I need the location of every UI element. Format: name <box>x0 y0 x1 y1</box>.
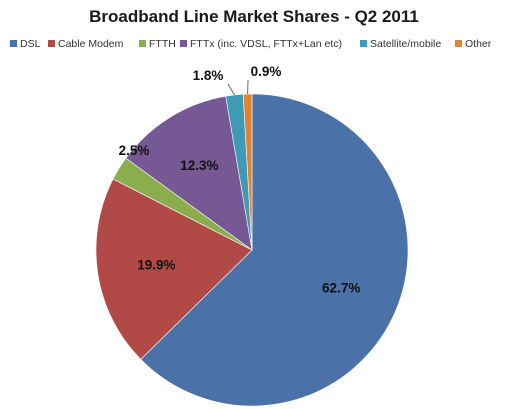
data-label-dsl: 62.7% <box>322 280 360 295</box>
legend-swatch-satellite-mobile <box>360 40 367 47</box>
pie-slice-other <box>242 93 253 251</box>
data-labels: 62.7% 19.9% 2.5% 12.3% 1.8% 0.9% <box>119 64 361 295</box>
legend-swatch-dsl <box>10 40 17 47</box>
pie-slice-fttx-inc-vdsl-fttx-lan-etc <box>125 95 253 251</box>
legend-swatch-cable-modem <box>48 40 55 47</box>
leader-lines <box>227 79 249 96</box>
data-label-satellite-mobile: 1.8% <box>193 68 224 83</box>
legend: DSL Cable Modem FTTH FTTx (inc. VDSL, FTTx+… <box>10 38 492 50</box>
data-label-fttx-inc-vdsl-fttx-lan-etc: 12.3% <box>180 158 218 173</box>
data-label-cable-modem: 19.9% <box>137 258 175 273</box>
legend-swatch-other <box>455 40 462 47</box>
chart-title: Broadband Line Market Shares - Q2 2011 <box>89 7 419 26</box>
pie-slices <box>95 93 409 407</box>
data-label-ftth: 2.5% <box>119 143 150 158</box>
legend-label-dsl: DSL <box>20 38 41 50</box>
legend-swatch-ftth <box>139 40 146 47</box>
legend-label-other: Other <box>465 38 492 50</box>
pie-slice-cable-modem <box>95 178 253 360</box>
data-label-other: 0.9% <box>251 64 282 79</box>
legend-label-satellite-mobile: Satellite/mobile <box>370 38 441 50</box>
leader-line-satellite-mobile <box>227 83 235 96</box>
legend-label-ftth: FTTH <box>149 38 176 50</box>
pie-slice-dsl <box>140 93 409 407</box>
legend-label-fttx-inc-vdsl-fttx-lan-etc: FTTx (inc. VDSL, FTTx+Lan etc) <box>190 38 342 50</box>
legend-swatch-fttx-inc-vdsl-fttx-lan-etc <box>180 40 187 47</box>
legend-label-cable-modem: Cable Modem <box>58 38 124 50</box>
